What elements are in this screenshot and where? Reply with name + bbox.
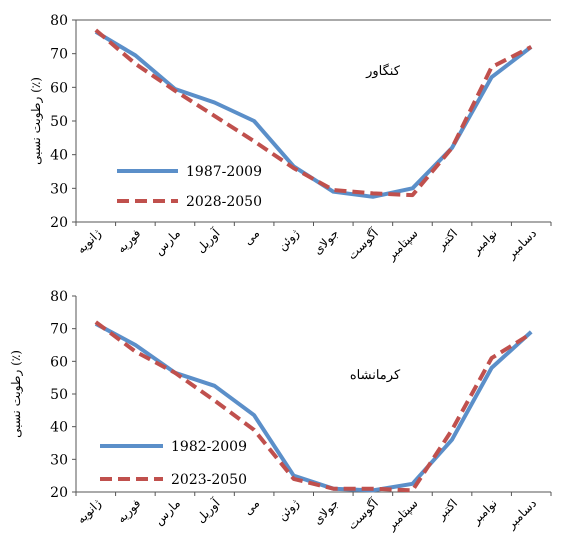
chart-kangavar: 20 30 40 50 60 70 80 ژانویه فوریه مارس آوریل می ژوئن… xyxy=(29,13,552,263)
y-tick-label: 60 xyxy=(50,80,68,96)
y-tick-label: 70 xyxy=(50,322,68,338)
x-tick-label: اکتبر xyxy=(433,226,460,253)
x-tick-label: می xyxy=(241,496,263,518)
x-tick-label: آگوست xyxy=(344,225,381,262)
y-tick-label: 20 xyxy=(50,215,68,231)
y-axis-title: رطوبت نسبی (٪) xyxy=(9,350,23,438)
legend-label: 1982-2009 xyxy=(171,439,247,455)
y-tick-label: 30 xyxy=(50,181,68,197)
x-tick-label: اکتبر xyxy=(433,496,460,523)
y-tick-label: 50 xyxy=(50,114,68,130)
x-tick-label: آوریل xyxy=(193,225,223,255)
x-tick-label: جولای xyxy=(310,226,341,257)
x-tick-label: ژانویه xyxy=(74,226,104,256)
series-line-projected xyxy=(94,28,533,198)
legend-label: 1987-2009 xyxy=(186,164,262,180)
y-tick-label: 80 xyxy=(50,13,68,29)
x-tick-label: دسامبر xyxy=(503,496,539,532)
x-tick-label: ژوئن xyxy=(275,226,302,253)
x-tick-label: ژانویه xyxy=(74,496,104,526)
x-tick-label: دسامبر xyxy=(503,226,539,262)
y-tick-label: 20 xyxy=(50,485,68,501)
y-tick-label: 60 xyxy=(50,354,68,370)
y-tick-label: 50 xyxy=(50,387,68,403)
x-tick-label: آگوست xyxy=(344,495,381,532)
y-tick-label: 40 xyxy=(50,148,68,164)
x-tick-label: سپتامبر xyxy=(383,226,420,263)
x-tick-label: سپتامبر xyxy=(383,496,420,533)
series-line-projected xyxy=(94,320,533,493)
x-tick-label: نوامبر xyxy=(468,496,499,527)
chart-kermanshah: 20 30 40 50 60 70 80 ژانویه فوریه مارس آوریل می ژوئن… xyxy=(9,289,552,533)
y-tick-label: 70 xyxy=(50,47,68,63)
chart-title: کنگاور xyxy=(365,63,401,79)
x-tick-label: ژوئن xyxy=(275,496,302,523)
chart-title: کرمانشاه xyxy=(350,368,401,383)
x-tick-label: جولای xyxy=(310,496,341,527)
y-tick-label: 40 xyxy=(50,420,68,436)
y-tick-label: 80 xyxy=(50,289,68,305)
legend-label: 2023-2050 xyxy=(171,472,247,488)
x-tick-label: فوریه xyxy=(114,226,143,255)
x-tick-label: نوامبر xyxy=(468,226,499,257)
x-tick-label: فوریه xyxy=(114,496,143,525)
y-axis-title: رطوبت نسبی (٪) xyxy=(29,77,43,165)
x-tick-label: می xyxy=(241,226,263,248)
x-tick-label: آوریل xyxy=(193,495,223,525)
x-tick-label: مارس xyxy=(152,496,183,527)
x-tick-label: مارس xyxy=(152,226,183,257)
y-tick-label: 30 xyxy=(50,452,68,468)
legend-label: 2028-2050 xyxy=(186,194,262,210)
